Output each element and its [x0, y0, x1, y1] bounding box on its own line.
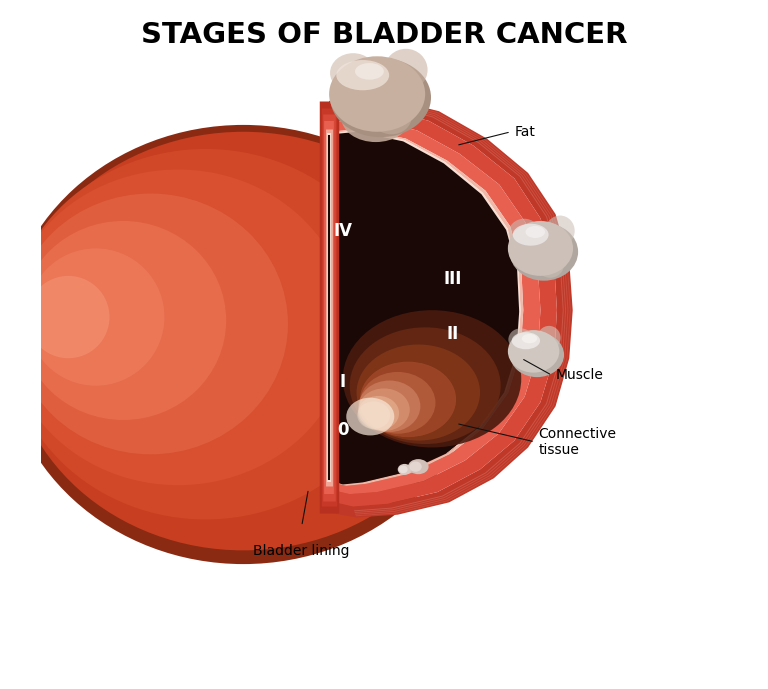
- Text: Muscle: Muscle: [555, 369, 604, 382]
- Ellipse shape: [508, 329, 533, 351]
- Ellipse shape: [356, 344, 480, 440]
- Ellipse shape: [20, 221, 226, 420]
- Ellipse shape: [510, 223, 578, 280]
- Ellipse shape: [27, 276, 110, 358]
- Polygon shape: [329, 130, 521, 484]
- Text: Connective
tissue: Connective tissue: [538, 427, 617, 457]
- Ellipse shape: [3, 125, 484, 564]
- Ellipse shape: [358, 396, 399, 430]
- Ellipse shape: [329, 56, 425, 132]
- Ellipse shape: [359, 380, 420, 432]
- Text: IV: IV: [333, 223, 353, 240]
- Ellipse shape: [349, 327, 501, 444]
- Ellipse shape: [346, 398, 394, 435]
- Polygon shape: [329, 129, 523, 486]
- Text: STAGES OF BLADDER CANCER: STAGES OF BLADDER CANCER: [141, 21, 627, 49]
- Ellipse shape: [538, 326, 561, 349]
- Polygon shape: [329, 97, 573, 517]
- Ellipse shape: [508, 218, 540, 247]
- Ellipse shape: [384, 49, 428, 91]
- Polygon shape: [329, 132, 519, 484]
- Ellipse shape: [511, 332, 540, 349]
- Ellipse shape: [409, 462, 422, 472]
- Polygon shape: [329, 107, 557, 506]
- Ellipse shape: [360, 372, 435, 433]
- Ellipse shape: [27, 249, 164, 386]
- Ellipse shape: [358, 389, 410, 431]
- Ellipse shape: [7, 149, 405, 520]
- Text: II: II: [446, 325, 458, 343]
- Ellipse shape: [357, 402, 390, 429]
- Ellipse shape: [521, 334, 537, 343]
- Ellipse shape: [508, 330, 559, 373]
- Ellipse shape: [7, 169, 349, 485]
- Text: Fat: Fat: [515, 125, 535, 138]
- Text: Bladder lining: Bladder lining: [253, 544, 350, 557]
- Ellipse shape: [399, 466, 408, 473]
- Ellipse shape: [14, 194, 288, 454]
- Ellipse shape: [513, 224, 548, 246]
- Ellipse shape: [343, 94, 392, 127]
- Text: 0: 0: [337, 421, 349, 440]
- Ellipse shape: [398, 464, 412, 475]
- Ellipse shape: [10, 132, 477, 551]
- Text: III: III: [443, 270, 462, 288]
- Ellipse shape: [525, 226, 545, 238]
- Ellipse shape: [519, 338, 548, 365]
- Ellipse shape: [522, 231, 558, 266]
- Ellipse shape: [342, 94, 410, 142]
- Text: I: I: [339, 373, 346, 391]
- Polygon shape: [329, 119, 541, 494]
- Ellipse shape: [545, 216, 574, 246]
- Ellipse shape: [372, 99, 412, 134]
- Ellipse shape: [510, 333, 564, 377]
- Ellipse shape: [360, 362, 456, 437]
- Ellipse shape: [408, 459, 429, 474]
- Ellipse shape: [537, 252, 564, 278]
- Ellipse shape: [343, 310, 521, 447]
- Ellipse shape: [355, 63, 384, 80]
- Ellipse shape: [508, 221, 573, 276]
- Ellipse shape: [330, 58, 431, 137]
- Ellipse shape: [336, 60, 389, 90]
- Ellipse shape: [351, 70, 403, 119]
- Ellipse shape: [330, 53, 376, 92]
